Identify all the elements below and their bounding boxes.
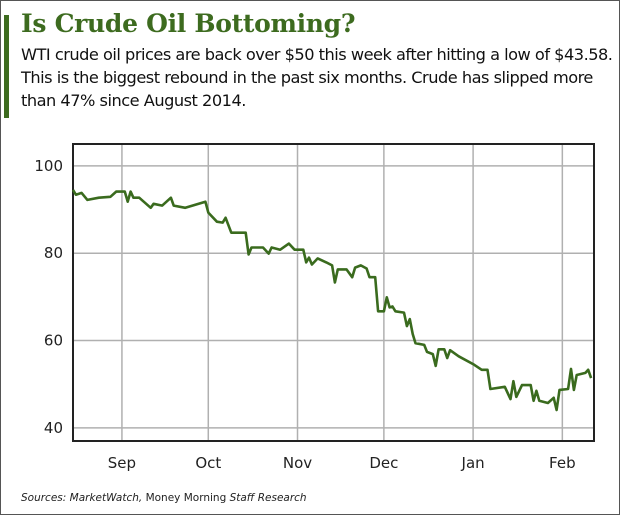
chart-subtitle: WTI crude oil prices are back over $50 t… — [21, 45, 613, 110]
source-note: Sources: MarketWatch, Money Morning Staf… — [21, 492, 307, 504]
y-tick-label: 40 — [44, 419, 63, 437]
plot-frame — [72, 143, 595, 442]
accent-bar — [4, 15, 9, 118]
x-tick-label: Oct — [195, 454, 221, 472]
x-tick-label: Sep — [108, 454, 136, 472]
y-tick-label: 60 — [44, 332, 63, 350]
source-suffix: Staff Research — [229, 492, 307, 504]
price-line — [71, 189, 593, 412]
x-tick-label: Feb — [549, 454, 576, 472]
source-prefix: Sources: MarketWatch, — [21, 492, 143, 504]
source-middle: Money Morning — [145, 492, 227, 504]
y-tick-label: 100 — [34, 157, 63, 175]
y-tick-label: 80 — [44, 244, 63, 262]
x-tick-label: Jan — [461, 454, 485, 472]
x-tick-label: Dec — [369, 454, 398, 472]
x-tick-label: Nov — [283, 454, 312, 472]
chart-title: Is Crude Oil Bottoming? — [21, 9, 356, 38]
